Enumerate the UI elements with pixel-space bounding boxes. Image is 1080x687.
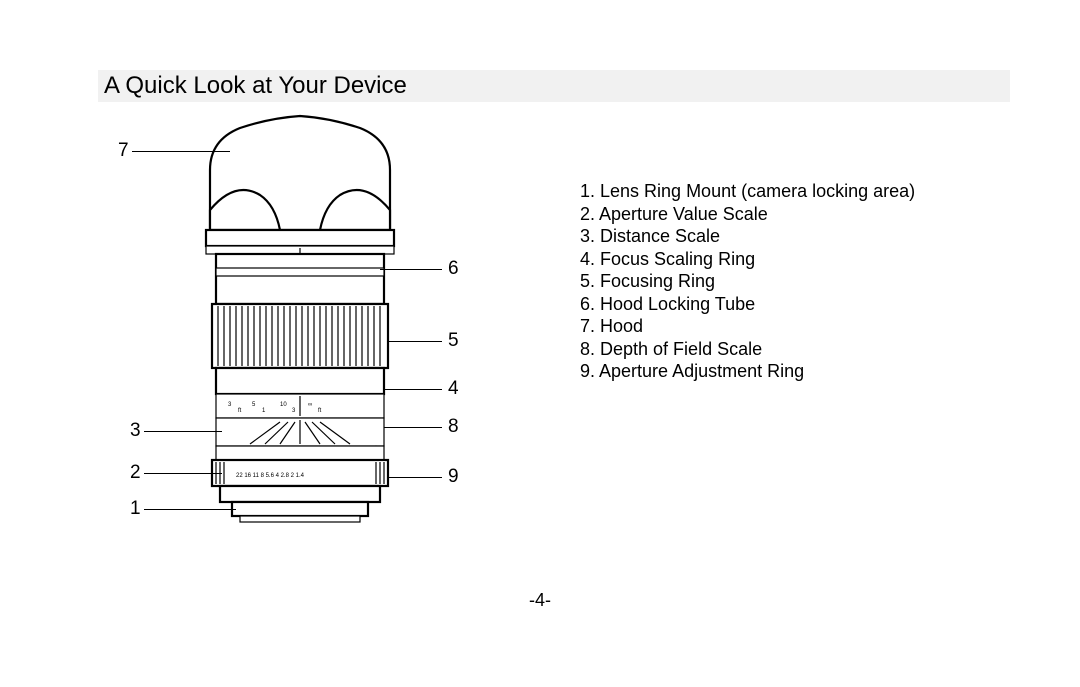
leader-8 <box>384 427 442 428</box>
legend-item-9: 9. Aperture Adjustment Ring <box>580 360 915 383</box>
callout-3: 3 <box>130 420 141 442</box>
leader-5 <box>388 341 442 342</box>
leader-7 <box>132 151 230 152</box>
leader-3 <box>144 431 222 432</box>
svg-text:∞: ∞ <box>308 402 312 408</box>
callout-5: 5 <box>448 330 459 352</box>
legend-item-2: 2. Aperture Value Scale <box>580 203 915 226</box>
lens-mount <box>220 486 380 522</box>
leader-2 <box>144 473 222 474</box>
legend-item-8: 8. Depth of Field Scale <box>580 338 915 361</box>
aperture-ring: 22 16 11 8 5.6 4 2.8 2 1.4 <box>212 460 388 486</box>
page-number: -4- <box>0 590 1080 611</box>
lens-svg: 3 ft 5 1 10 3 ∞ ft 35mm 1:1.4 35mm AS <box>140 110 460 550</box>
svg-text:ft: ft <box>318 408 322 414</box>
focusing-ring <box>212 304 388 368</box>
callout-1: 1 <box>130 498 141 520</box>
page-title-text: A Quick Look at Your Device <box>104 72 407 99</box>
callout-7: 7 <box>118 140 129 162</box>
parts-legend: 1. Lens Ring Mount (camera locking area)… <box>580 180 915 383</box>
lens-diagram: 3 ft 5 1 10 3 ∞ ft 35mm 1:1.4 35mm AS <box>140 110 460 550</box>
legend-item-4: 4. Focus Scaling Ring <box>580 248 915 271</box>
leader-6 <box>380 269 442 270</box>
legend-item-1: 1. Lens Ring Mount (camera locking area) <box>580 180 915 203</box>
callout-8: 8 <box>448 416 459 438</box>
leader-4 <box>384 389 442 390</box>
svg-text:ft: ft <box>238 408 242 414</box>
svg-text:22 16 11 8 5.6 4 2.8 2 1.4: 22 16 11 8 5.6 4 2.8 2 1.4 <box>236 473 305 479</box>
legend-item-6: 6. Hood Locking Tube <box>580 293 915 316</box>
distance-scale: 3 ft 5 1 10 3 ∞ ft <box>216 394 384 418</box>
legend-item-3: 3. Distance Scale <box>580 225 915 248</box>
leader-9 <box>388 477 442 478</box>
hood-locking-tube <box>216 254 384 304</box>
callout-4: 4 <box>448 378 459 400</box>
svg-text:10: 10 <box>280 402 287 408</box>
legend-item-7: 7. Hood <box>580 315 915 338</box>
legend-item-5: 5. Focusing Ring <box>580 270 915 293</box>
leader-1 <box>144 509 236 510</box>
focus-scaling-ring <box>216 368 384 394</box>
hood-icon <box>206 116 394 254</box>
callout-2: 2 <box>130 462 141 484</box>
page-title: A Quick Look at Your Device <box>98 70 1010 102</box>
callout-9: 9 <box>448 466 459 488</box>
callout-6: 6 <box>448 258 459 280</box>
